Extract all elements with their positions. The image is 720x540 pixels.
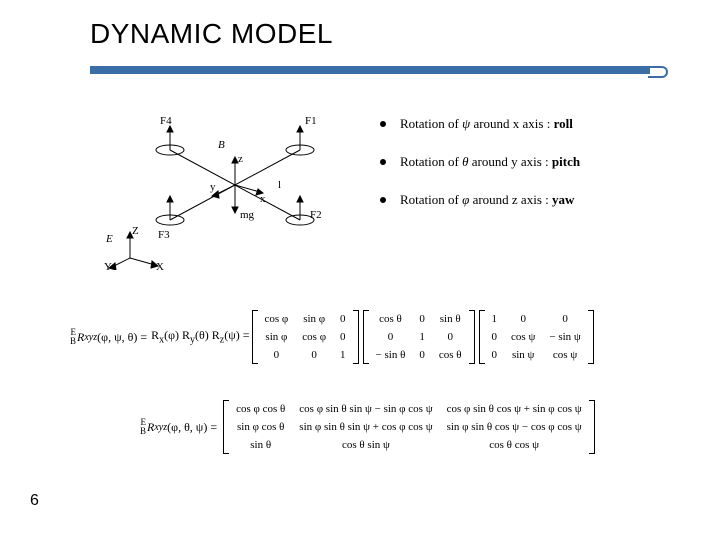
bullet-dot	[380, 159, 386, 165]
matrix-rx: cos φsin φ0sin φcos φ0001	[252, 310, 359, 364]
left-margin	[0, 0, 58, 540]
page-title: DYNAMIC MODEL	[90, 18, 333, 50]
svg-text:Y: Y	[104, 261, 112, 270]
svg-text:F1: F1	[305, 115, 317, 127]
rotation-bullets: Rotation of ψ around x axis : roll Rotat…	[380, 115, 700, 230]
svg-text:B: B	[218, 139, 225, 151]
bullet-dot	[380, 121, 386, 127]
title-underline	[90, 66, 650, 74]
svg-text:y: y	[210, 181, 216, 193]
svg-text:X: X	[156, 261, 164, 270]
svg-text:F4: F4	[160, 115, 172, 127]
bullet-pitch: Rotation of θ around y axis : pitch	[380, 153, 700, 171]
bullet-yaw: Rotation of φ around z axis : yaw	[380, 191, 700, 209]
quadrotor-diagram: F4 F1 F3 F2 B z x y mg l E Z X Y	[100, 110, 360, 270]
svg-text:E: E	[105, 233, 113, 245]
equation-1: EB Rxyz (φ, ψ, θ) = Rx(φ) Ry(θ) Rz(ψ) = …	[70, 310, 596, 364]
matrix-full: cos φ cos θcos φ sin θ sin ψ − sin φ cos…	[223, 400, 595, 454]
svg-text:x: x	[260, 193, 266, 205]
rhs-ops: Rx(φ) Ry(θ) Rz(ψ) =	[151, 328, 249, 345]
svg-text:mg: mg	[240, 209, 255, 221]
svg-text:F3: F3	[158, 229, 170, 241]
svg-text:F2: F2	[310, 209, 322, 221]
bullet-dot	[380, 197, 386, 203]
bullet-roll: Rotation of ψ around x axis : roll	[380, 115, 700, 133]
svg-text:z: z	[238, 153, 243, 165]
matrix-rz: 1000cos ψ− sin ψ0sin ψcos ψ	[479, 310, 594, 364]
equation-2: EB Rxyz (φ, θ, ψ) = cos φ cos θcos φ sin…	[140, 400, 597, 454]
matrix-ry: cos θ0sin θ010− sin θ0cos θ	[363, 310, 475, 364]
page-number: 6	[30, 492, 39, 510]
svg-text:Z: Z	[132, 225, 139, 237]
svg-text:l: l	[278, 179, 281, 191]
